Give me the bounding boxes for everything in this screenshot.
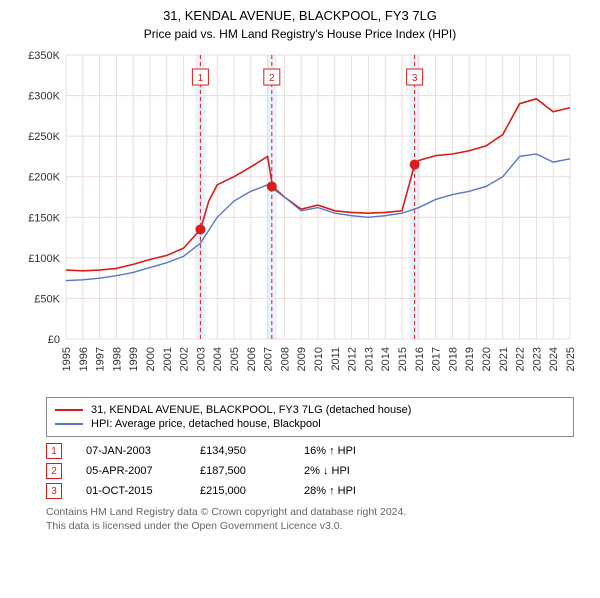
- svg-text:£200K: £200K: [28, 172, 60, 184]
- svg-text:£0: £0: [48, 334, 60, 346]
- svg-text:2007: 2007: [263, 347, 275, 371]
- svg-text:2012: 2012: [347, 347, 359, 371]
- svg-text:1999: 1999: [128, 347, 140, 371]
- svg-text:2005: 2005: [229, 347, 241, 371]
- svg-text:2019: 2019: [464, 347, 476, 371]
- svg-text:2016: 2016: [414, 347, 426, 371]
- footnote-line: Contains HM Land Registry data © Crown c…: [46, 505, 574, 519]
- tx-date: 07-JAN-2003: [86, 445, 176, 457]
- svg-text:2020: 2020: [481, 347, 493, 371]
- legend-label: 31, KENDAL AVENUE, BLACKPOOL, FY3 7LG (d…: [91, 404, 411, 416]
- svg-text:2021: 2021: [498, 347, 510, 371]
- tx-marker: 1: [46, 443, 62, 459]
- legend-box: 31, KENDAL AVENUE, BLACKPOOL, FY3 7LG (d…: [46, 397, 574, 437]
- svg-text:2025: 2025: [565, 347, 577, 371]
- legend-label: HPI: Average price, detached house, Blac…: [91, 418, 321, 430]
- svg-text:2011: 2011: [330, 347, 342, 371]
- svg-text:2006: 2006: [246, 347, 258, 371]
- svg-text:£50K: £50K: [34, 293, 60, 305]
- svg-text:2001: 2001: [162, 347, 174, 371]
- legend-row-property: 31, KENDAL AVENUE, BLACKPOOL, FY3 7LG (d…: [55, 404, 565, 416]
- tx-pct: 2% ↓ HPI: [304, 465, 394, 477]
- svg-text:2002: 2002: [179, 347, 191, 371]
- page-title: 31, KENDAL AVENUE, BLACKPOOL, FY3 7LG: [0, 8, 600, 23]
- svg-text:£100K: £100K: [28, 253, 60, 265]
- table-row: 2 05-APR-2007 £187,500 2% ↓ HPI: [46, 463, 574, 479]
- svg-text:2: 2: [269, 73, 275, 84]
- svg-text:1995: 1995: [61, 347, 73, 371]
- svg-text:1996: 1996: [78, 347, 90, 371]
- transactions-table: 1 07-JAN-2003 £134,950 16% ↑ HPI 2 05-AP…: [46, 443, 574, 499]
- svg-text:£250K: £250K: [28, 131, 60, 143]
- svg-text:£300K: £300K: [28, 91, 60, 103]
- svg-text:2018: 2018: [447, 347, 459, 371]
- tx-marker: 3: [46, 483, 62, 499]
- tx-date: 05-APR-2007: [86, 465, 176, 477]
- svg-text:2009: 2009: [296, 347, 308, 371]
- footnote-line: This data is licensed under the Open Gov…: [46, 519, 574, 533]
- svg-text:2014: 2014: [380, 347, 392, 371]
- legend-swatch: [55, 409, 83, 411]
- svg-text:2008: 2008: [279, 347, 291, 371]
- tx-price: £187,500: [200, 465, 280, 477]
- legend-row-hpi: HPI: Average price, detached house, Blac…: [55, 418, 565, 430]
- legend-swatch: [55, 423, 83, 425]
- svg-text:£350K: £350K: [28, 50, 60, 62]
- tx-date: 01-OCT-2015: [86, 485, 176, 497]
- svg-text:1998: 1998: [111, 347, 123, 371]
- svg-text:2023: 2023: [531, 347, 543, 371]
- svg-text:2024: 2024: [548, 347, 560, 371]
- footnote: Contains HM Land Registry data © Crown c…: [46, 505, 574, 533]
- svg-text:1: 1: [198, 73, 204, 84]
- svg-text:3: 3: [412, 73, 418, 84]
- svg-text:£150K: £150K: [28, 212, 60, 224]
- svg-text:2013: 2013: [363, 347, 375, 371]
- svg-text:2017: 2017: [431, 347, 443, 371]
- svg-text:2000: 2000: [145, 347, 157, 371]
- page-subtitle: Price paid vs. HM Land Registry's House …: [0, 27, 600, 41]
- price-chart: £0 £50K £100K £150K £200K £250K £300K £350K 1995…: [20, 47, 580, 387]
- svg-text:1997: 1997: [95, 347, 107, 371]
- tx-price: £134,950: [200, 445, 280, 457]
- table-row: 3 01-OCT-2015 £215,000 28% ↑ HPI: [46, 483, 574, 499]
- svg-text:2010: 2010: [313, 347, 325, 371]
- svg-text:2004: 2004: [212, 347, 224, 371]
- svg-text:2015: 2015: [397, 347, 409, 371]
- tx-marker: 2: [46, 463, 62, 479]
- tx-price: £215,000: [200, 485, 280, 497]
- table-row: 1 07-JAN-2003 £134,950 16% ↑ HPI: [46, 443, 574, 459]
- tx-pct: 28% ↑ HPI: [304, 485, 394, 497]
- tx-pct: 16% ↑ HPI: [304, 445, 394, 457]
- svg-text:2022: 2022: [515, 347, 527, 371]
- svg-text:2003: 2003: [195, 347, 207, 371]
